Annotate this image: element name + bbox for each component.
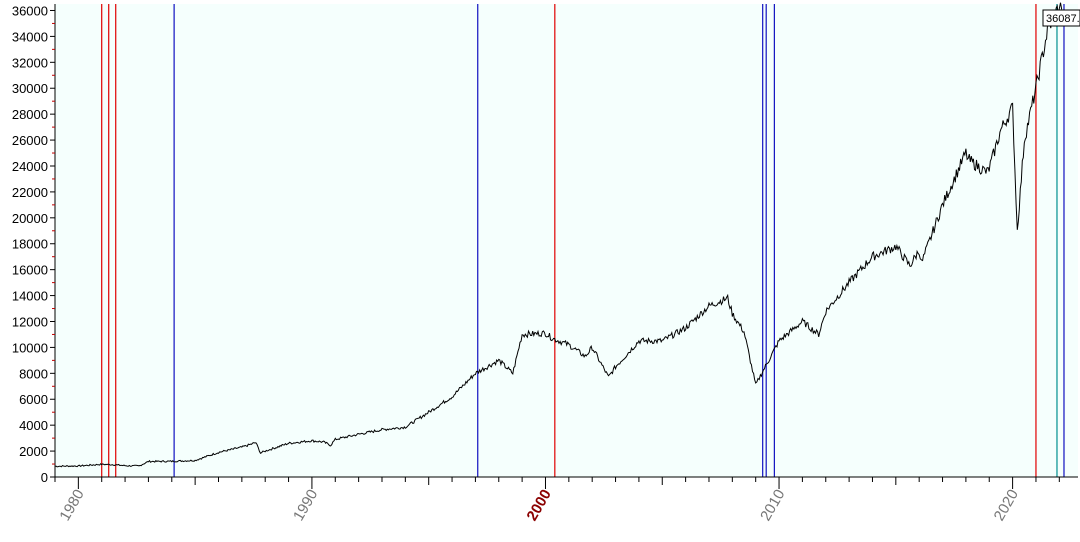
- y-tick-label: 2000: [19, 444, 48, 459]
- x-tick-label: 2020: [991, 487, 1022, 524]
- x-tick-label: 1980: [56, 487, 87, 524]
- y-tick-label: 30000: [12, 81, 48, 96]
- x-axis: 1980 1990 2000 2010 2020: [54, 476, 1078, 524]
- y-tick-label: 28000: [12, 107, 48, 122]
- price-series: [54, 2, 1063, 468]
- series-line: [54, 2, 1063, 468]
- x-tick-label: 2010: [757, 487, 788, 524]
- y-tick-label: 0: [41, 470, 48, 485]
- y-axis: 0 2000 4000 6000 8000 10000 12000 14000 16000 180…: [12, 3, 56, 485]
- y-tick-label: 36000: [12, 3, 48, 18]
- last-value-label: 36087.: [1046, 13, 1080, 25]
- y-tick-label: 32000: [12, 55, 48, 70]
- y-tick-label: 8000: [19, 366, 48, 381]
- y-tick-label: 16000: [12, 263, 48, 278]
- last-value-frame: [1042, 9, 1080, 27]
- y-tick-label: 18000: [12, 237, 48, 252]
- last-value-box: 36087.: [1042, 9, 1080, 27]
- y-tick-label: 10000: [12, 340, 48, 355]
- y-tick-label: 24000: [12, 159, 48, 174]
- y-tick-label: 6000: [19, 392, 48, 407]
- x-tick-label: 2000: [524, 487, 555, 524]
- y-tick-label: 26000: [12, 133, 48, 148]
- y-tick-label: 4000: [19, 418, 48, 433]
- y-tick-label: 14000: [12, 289, 48, 304]
- y-tick-label: 34000: [12, 29, 48, 44]
- y-tick-label: 20000: [12, 211, 48, 226]
- x-tick-label: 1990: [290, 487, 321, 524]
- y-tick-label: 12000: [12, 314, 48, 329]
- plot-background: [55, 4, 1078, 477]
- event-lines: [101, 4, 1065, 477]
- y-tick-label: 22000: [12, 185, 48, 200]
